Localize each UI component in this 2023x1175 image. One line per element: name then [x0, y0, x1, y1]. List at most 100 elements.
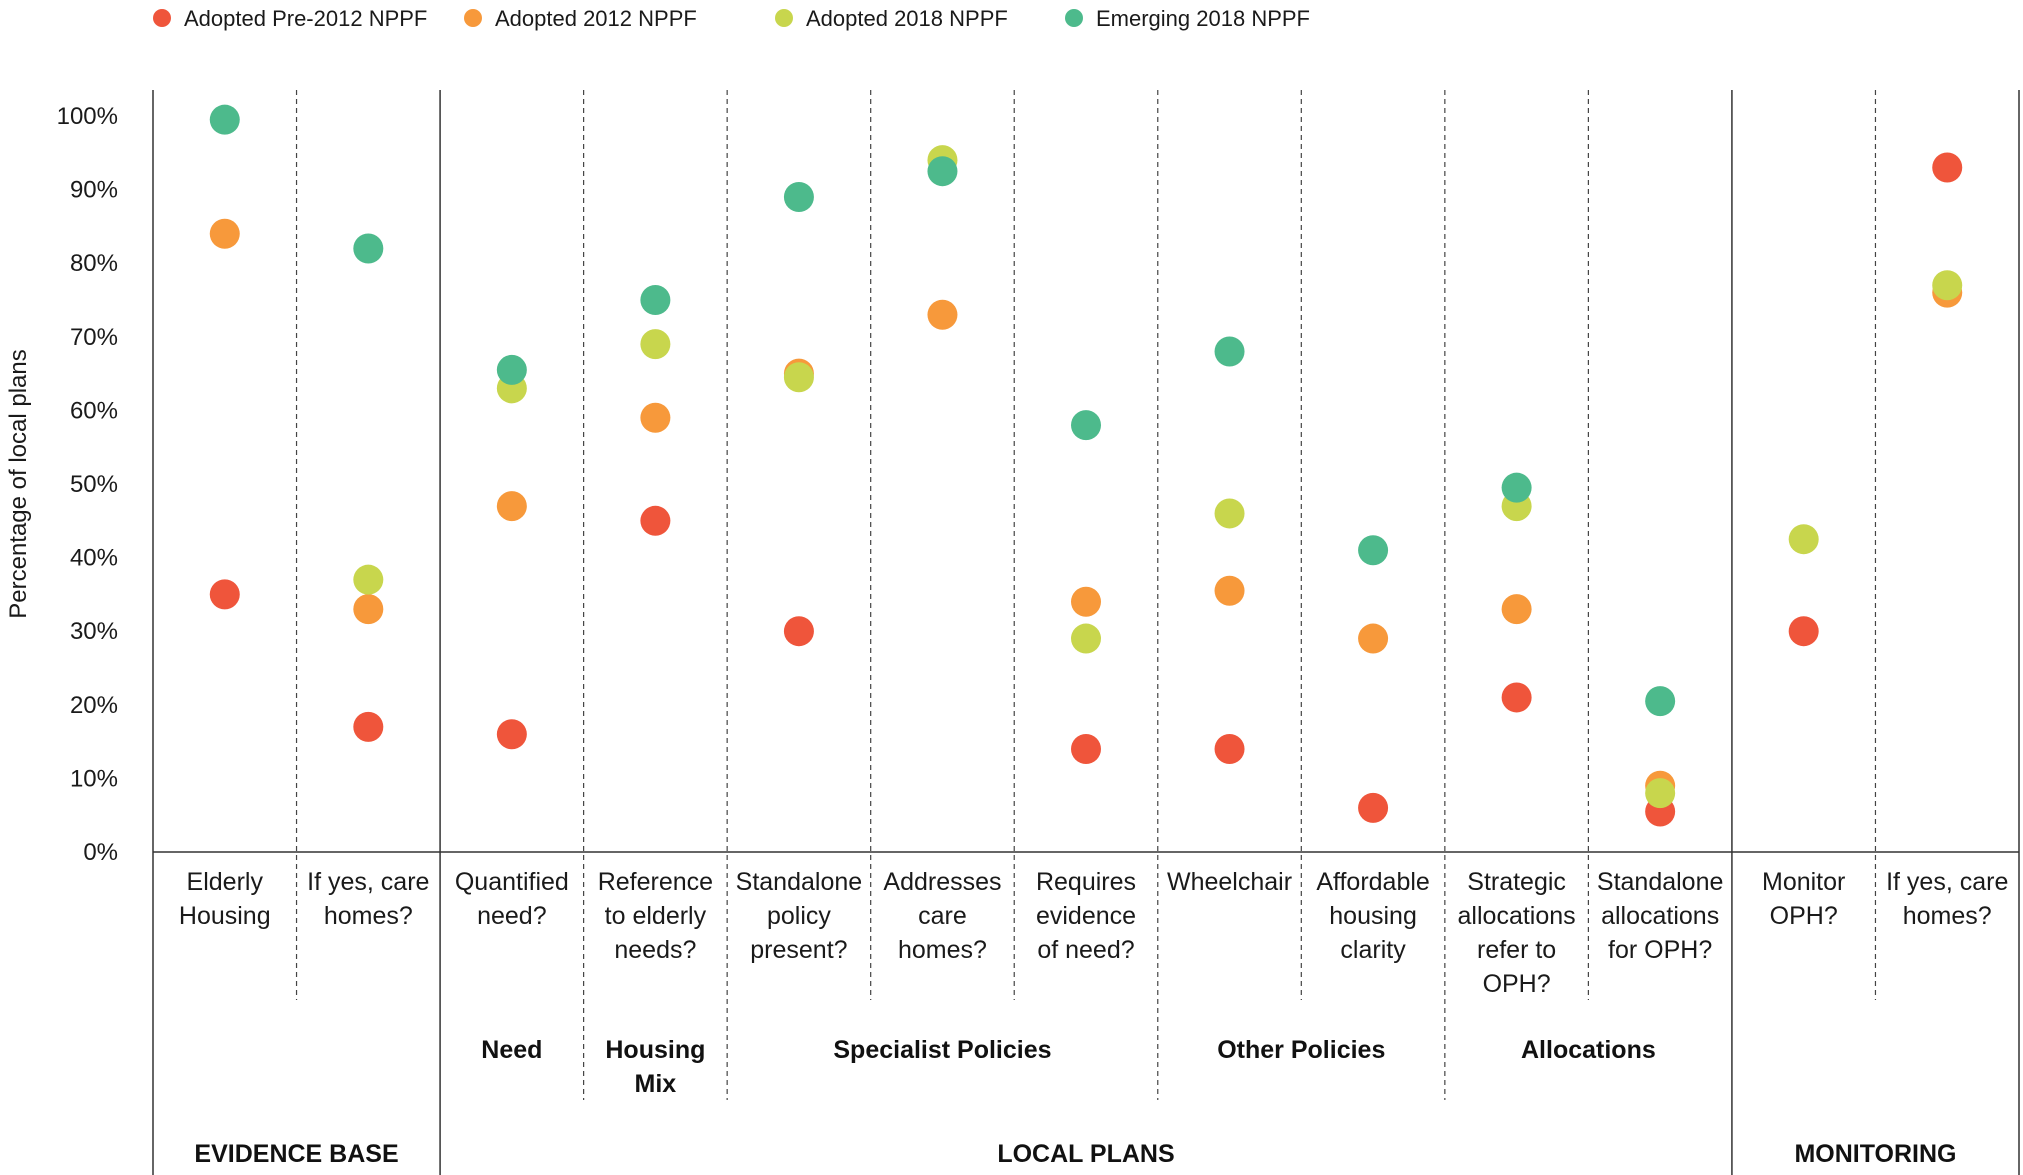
category-label: Monitor: [1762, 868, 1845, 896]
category-label: refer to: [1477, 936, 1556, 964]
data-point: [1071, 733, 1101, 764]
category-label: Affordable: [1316, 868, 1430, 896]
legend-marker-2: [775, 9, 793, 27]
data-point: [640, 402, 671, 433]
data-point: [640, 505, 671, 536]
data-point: [1358, 623, 1389, 654]
legend-label-0: Adopted Pre-2012 NPPF: [184, 6, 427, 31]
category-label: policy: [767, 902, 831, 930]
category-label: homes?: [1903, 902, 1992, 930]
section-labels: EVIDENCE BASE LOCAL PLANS MONITORING: [194, 1140, 1956, 1168]
y-tick-label: 20%: [70, 692, 118, 719]
data-point: [1932, 270, 1963, 301]
legend-marker-3: [1065, 9, 1083, 27]
y-tick-label: 50%: [70, 471, 118, 498]
section-label: EVIDENCE BASE: [194, 1140, 398, 1168]
data-point: [209, 104, 240, 135]
group-label: Allocations: [1521, 1036, 1656, 1064]
data-point: [640, 285, 671, 315]
category-label: need?: [477, 902, 547, 930]
y-tick-label: 30%: [70, 618, 118, 645]
data-point: [1788, 524, 1819, 555]
category-label: evidence: [1036, 902, 1136, 930]
category-label: Addresses: [883, 868, 1001, 896]
legend-label-2: Adopted 2018 NPPF: [806, 6, 1008, 31]
category-label: Quantified: [455, 868, 569, 896]
legend: Adopted Pre-2012 NPPF Adopted 2012 NPPF Ad…: [153, 6, 1310, 31]
data-point: [783, 616, 814, 647]
group-label: Mix: [635, 1070, 677, 1098]
data-point: [783, 181, 814, 212]
data-point: [496, 491, 527, 522]
y-tick-label: 100%: [57, 103, 118, 130]
legend-label-1: Adopted 2012 NPPF: [495, 6, 697, 31]
category-label: present?: [750, 936, 847, 964]
data-point: [353, 233, 384, 264]
category-label: Elderly: [187, 868, 264, 896]
legend-label-3: Emerging 2018 NPPF: [1096, 6, 1310, 31]
category-label: Housing: [179, 902, 271, 930]
data-point: [640, 329, 671, 360]
category-label: clarity: [1340, 936, 1406, 964]
group-label: Housing: [605, 1036, 705, 1064]
category-label: If yes, care: [307, 868, 429, 896]
data-point: [1071, 623, 1101, 654]
data-point: [1358, 535, 1389, 566]
group-label: Other Policies: [1217, 1036, 1385, 1064]
data-point: [1645, 778, 1676, 809]
legend-marker-1: [464, 9, 482, 27]
data-point: [1071, 586, 1101, 617]
legend-marker-0: [153, 9, 171, 27]
category-label: to elderly: [605, 902, 707, 930]
category-label: housing: [1329, 902, 1417, 930]
data-point: [353, 594, 384, 625]
data-point: [1358, 792, 1389, 823]
y-tick-label: 0%: [83, 839, 118, 866]
data-point: [496, 719, 527, 750]
y-tick-label: 80%: [70, 250, 118, 277]
data-point: [209, 218, 240, 249]
category-label: for OPH?: [1608, 936, 1712, 964]
data-point: [1071, 410, 1101, 441]
group-labels: Need Housing Mix Specialist Policies Other P…: [481, 1036, 1655, 1098]
category-label: Requires: [1036, 868, 1136, 896]
data-points: [209, 104, 1963, 827]
category-label: If yes, care: [1886, 868, 2008, 896]
data-point: [1214, 336, 1245, 367]
y-tick-label: 70%: [70, 324, 118, 351]
data-point: [1214, 575, 1245, 606]
y-axis-label: Percentage of local plans: [5, 349, 32, 619]
group-label: Specialist Policies: [833, 1036, 1051, 1064]
y-axis: 0% 10% 20% 30% 40% 50% 60% 70% 80% 90% 100% Percent…: [5, 103, 118, 866]
y-tick-label: 40%: [70, 545, 118, 572]
column-dividers: [152, 90, 2020, 1175]
data-point: [927, 156, 958, 187]
category-label: Standalone: [1597, 868, 1724, 896]
data-point: [496, 354, 527, 385]
data-point: [1932, 152, 1963, 183]
data-point: [1214, 733, 1245, 764]
y-tick-label: 90%: [70, 177, 118, 204]
category-label: homes?: [324, 902, 413, 930]
data-point: [1501, 682, 1532, 713]
category-label: allocations: [1458, 902, 1576, 930]
category-label: of need?: [1037, 936, 1134, 964]
category-label: Wheelchair: [1167, 868, 1292, 896]
data-point: [927, 299, 958, 330]
x-axis-category-labels: Elderly Housing If yes, care homes? Quantifi…: [179, 868, 2008, 998]
category-label: Strategic: [1467, 868, 1566, 896]
y-tick-label: 60%: [70, 397, 118, 424]
data-point: [353, 564, 384, 595]
data-point: [1788, 616, 1819, 647]
section-label: LOCAL PLANS: [997, 1140, 1174, 1168]
group-label: Need: [481, 1036, 542, 1064]
data-point: [1645, 686, 1676, 717]
data-point: [1501, 472, 1532, 503]
section-label: MONITORING: [1794, 1140, 1956, 1168]
category-label: allocations: [1601, 902, 1719, 930]
data-point: [1501, 594, 1532, 625]
category-label: needs?: [614, 936, 696, 964]
data-point: [783, 362, 814, 393]
data-point: [1214, 498, 1245, 529]
